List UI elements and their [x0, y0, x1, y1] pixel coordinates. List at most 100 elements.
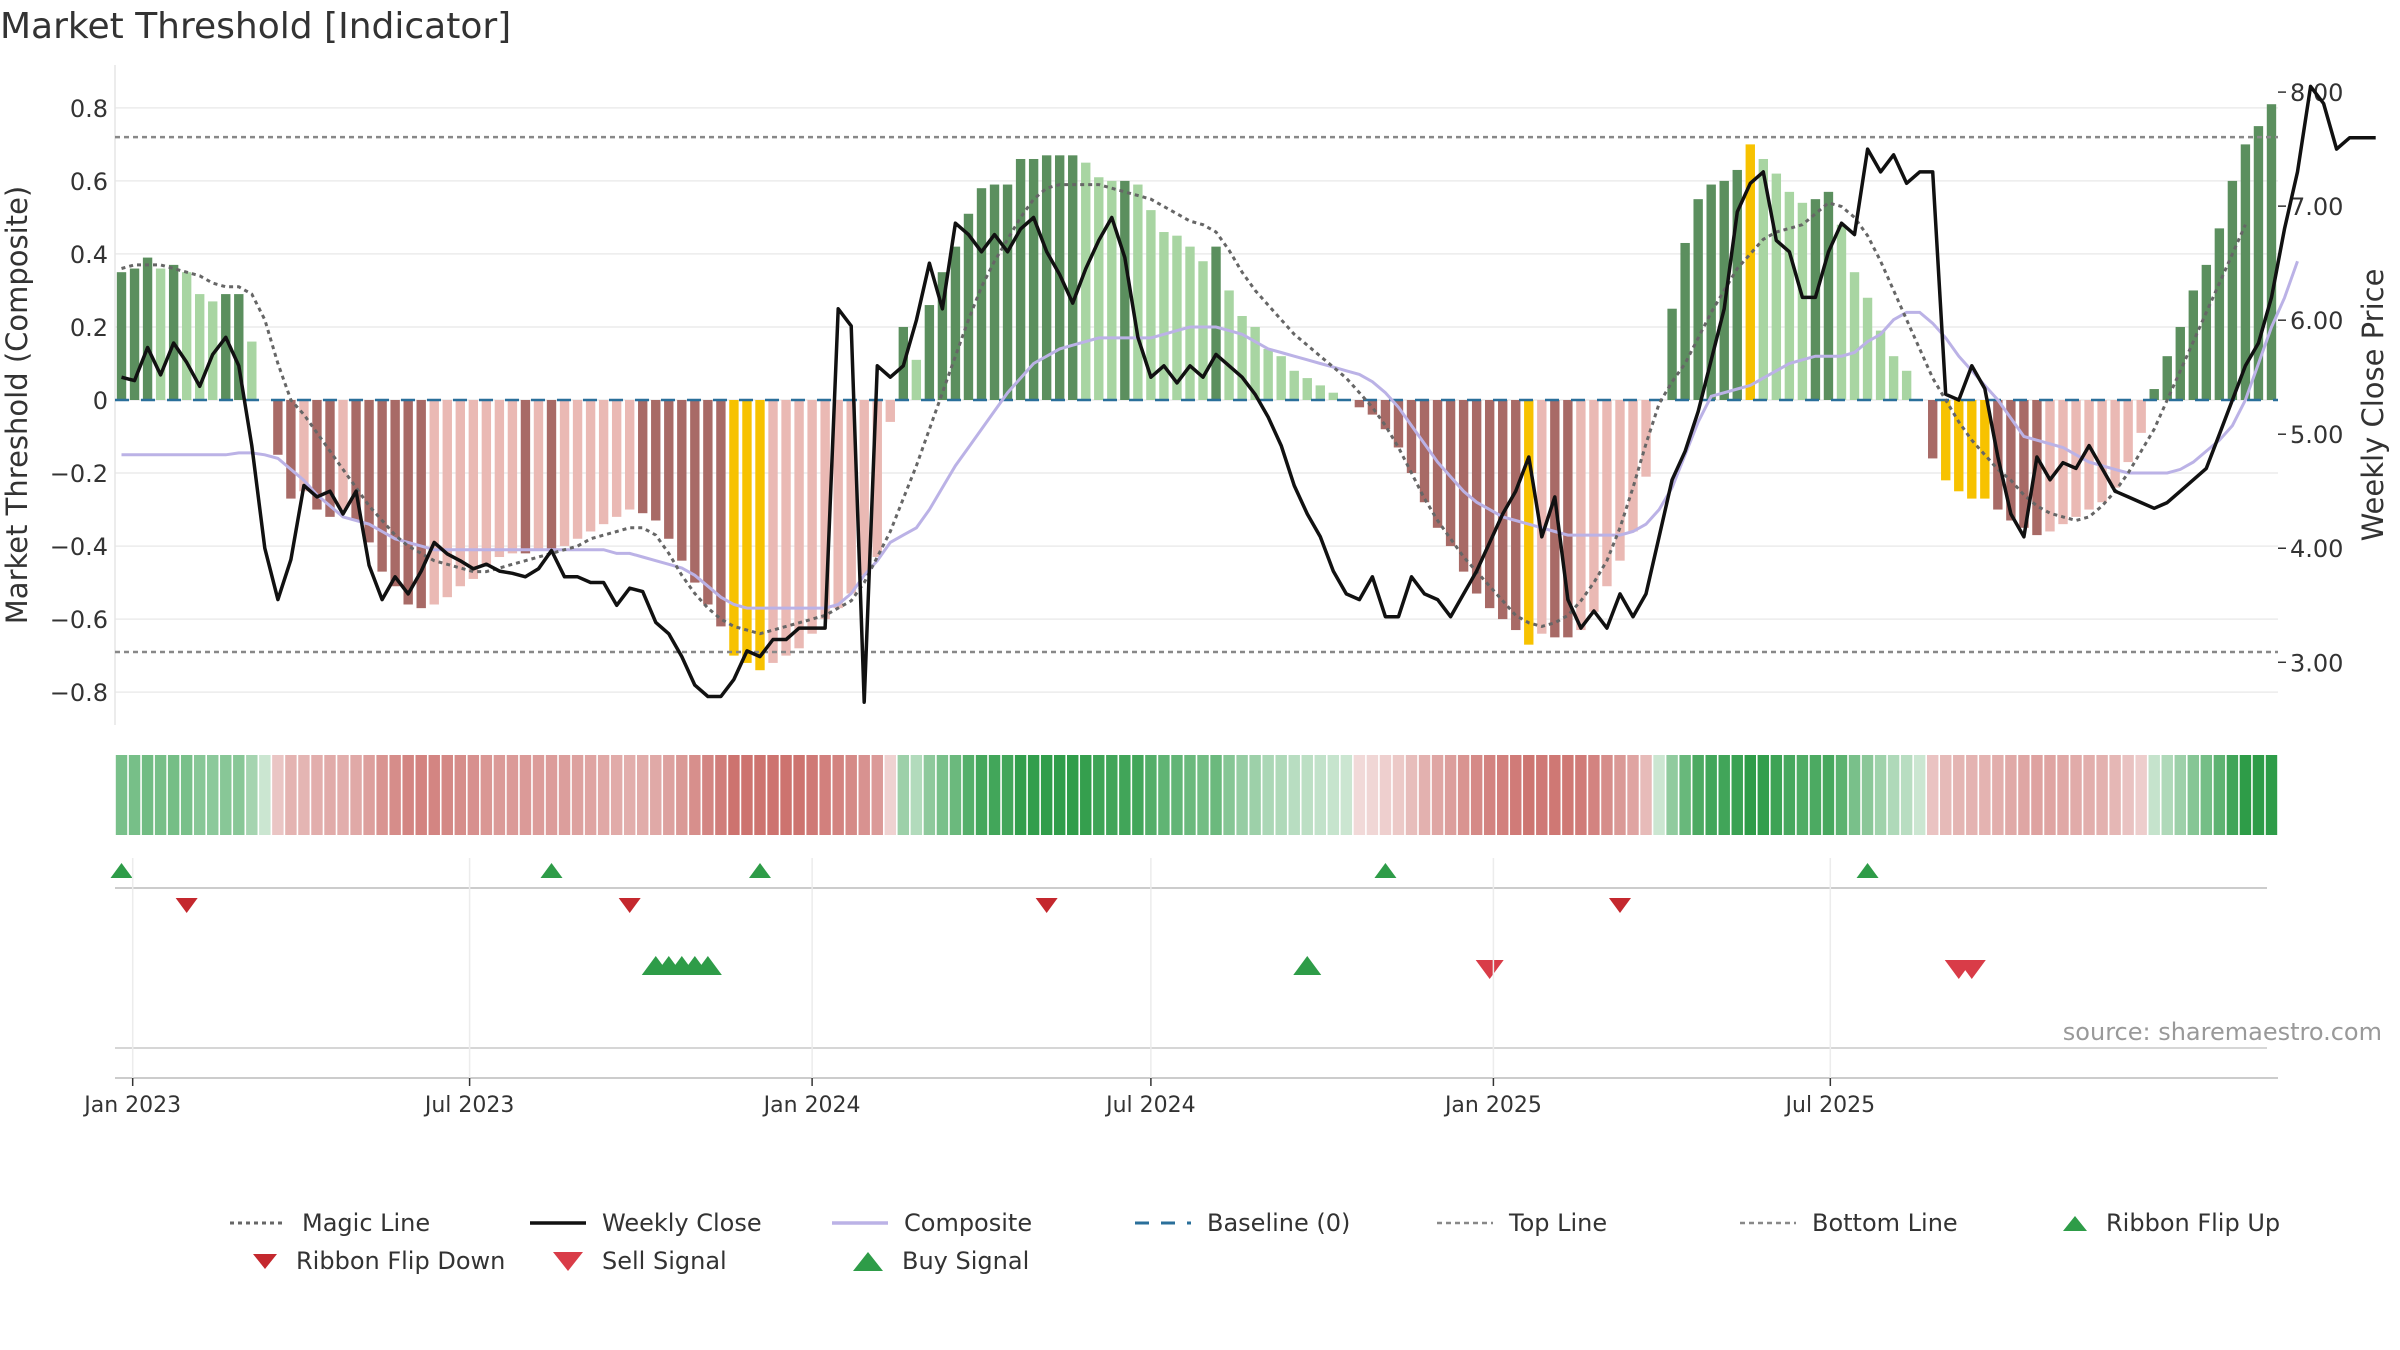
composite-bar — [312, 400, 322, 510]
ribbon-cell — [2213, 755, 2226, 835]
ribbon-cell — [1145, 755, 1157, 835]
ribbon-cell — [350, 755, 362, 835]
ribbon-cell — [207, 755, 219, 835]
composite-bar — [325, 400, 335, 517]
composite-bar — [1901, 370, 1912, 400]
composite-bar — [1015, 158, 1026, 400]
ribbon-cell — [1014, 755, 1027, 835]
ribbon-cell — [1066, 755, 1079, 835]
ribbon-cell — [1431, 755, 1444, 835]
composite-bar — [1133, 184, 1143, 400]
composite-bar — [1172, 235, 1182, 400]
legend-item-top-line: Top Line — [1437, 1205, 1607, 1241]
ribbon-cell — [246, 755, 258, 835]
left-axis-grid — [114, 65, 2278, 725]
composite-bar — [1589, 400, 1599, 612]
legend-label: Magic Line — [302, 1209, 431, 1237]
x-tick-label: Jan 2023 — [82, 1093, 181, 1118]
ribbon-cell — [467, 755, 480, 835]
ribbon-cell — [806, 755, 818, 835]
composite-bar — [846, 400, 856, 594]
ribbon-cell — [728, 755, 740, 835]
ribbon-flip-up-marker — [1856, 863, 1879, 878]
ribbon-cell — [1496, 755, 1509, 835]
y-tick-label-left: 0.4 — [70, 241, 108, 269]
ribbon-cell — [1757, 755, 1770, 835]
ribbon-cell — [1223, 755, 1235, 835]
composite-bar — [651, 400, 661, 521]
ribbon-cell — [1392, 755, 1405, 835]
ribbon-cell — [1106, 755, 1118, 835]
y-tick-label-right: 5.00 — [2290, 421, 2343, 449]
legend-item-ribbon-flip-down: Ribbon Flip Down — [250, 1243, 505, 1279]
ribbon-cell — [115, 755, 128, 835]
ribbon-cell — [2096, 755, 2108, 835]
ribbon-cell — [1744, 755, 1756, 835]
composite-bar — [2188, 290, 2198, 400]
composite-bar — [429, 400, 439, 605]
ribbon-flip-up-marker — [110, 863, 133, 878]
ribbon-cell — [571, 755, 584, 835]
ribbon-cell — [506, 755, 519, 835]
legend-swatch-magic — [230, 1221, 286, 1225]
ribbon-cell — [180, 755, 193, 835]
legend-item-ribbon-flip-up: Ribbon Flip Up — [2060, 1205, 2280, 1241]
composite-bar — [286, 400, 296, 499]
composite-bar — [1068, 155, 1078, 400]
ribbon-cell — [220, 755, 232, 835]
ribbon-cell — [259, 755, 271, 835]
composite-bar — [677, 400, 687, 561]
legend-swatch-bottom — [1740, 1221, 1796, 1225]
composite-bar — [416, 400, 426, 609]
series-lines — [121, 84, 2376, 704]
ribbon-cell — [441, 755, 453, 835]
composite-bar — [299, 400, 309, 492]
legend-label: Buy Signal — [902, 1247, 1030, 1275]
ribbon-cell — [1444, 755, 1457, 835]
ribbon-cell — [454, 755, 467, 835]
ribbon-cell — [402, 755, 414, 835]
composite-bar — [1211, 246, 1221, 400]
composite-bar — [155, 268, 166, 400]
composite-bar — [468, 400, 479, 579]
ribbon-cell — [298, 755, 310, 835]
composite-bar — [690, 400, 700, 583]
ribbon-cell — [1314, 755, 1327, 835]
signal-panel — [115, 956, 2267, 1049]
ribbon-cell — [376, 755, 388, 835]
composite-bar — [755, 400, 765, 671]
composite-bar — [1563, 400, 1573, 638]
composite-bar — [351, 400, 361, 521]
ribbon-cell — [2070, 755, 2082, 835]
ribbon-cell — [858, 755, 870, 835]
legend-item-composite: Composite — [832, 1205, 1032, 1241]
ribbon-cell — [1653, 755, 1665, 835]
ribbon-cell — [1588, 755, 1600, 835]
composite-bar — [1198, 261, 1208, 400]
ribbon-cell — [2252, 755, 2265, 835]
composite-bar — [1550, 400, 1560, 638]
composite-bar — [2266, 104, 2277, 400]
composite-bar — [129, 268, 140, 400]
composite-bar — [377, 400, 387, 572]
y-tick-label-left: 0.6 — [70, 168, 108, 196]
composite-bar — [1237, 316, 1247, 400]
ribbon-cell — [1249, 755, 1261, 835]
y-axis-label-right: Weekly Close Price — [2356, 269, 2390, 542]
y-tick-label-left: −0.2 — [50, 460, 108, 488]
composite-bar — [1797, 202, 1808, 400]
legend-label: Ribbon Flip Down — [296, 1247, 506, 1275]
ribbon-cell — [2057, 755, 2069, 835]
ribbon-cell — [871, 755, 883, 835]
composite-bar — [1784, 191, 1795, 400]
ribbon-cell — [1001, 755, 1014, 835]
left-axis-ticks: 0.8 0.6 0.4 0.2 0 −0.2 −0.4 −0.6 −0.8 — [50, 95, 108, 707]
strength-ribbon — [115, 755, 2278, 835]
ribbon-cell — [2200, 755, 2213, 835]
ribbon-cell — [2109, 755, 2121, 835]
ribbon-cell — [167, 755, 180, 835]
ribbon-flip-up-marker — [748, 863, 771, 878]
composite-bar — [1628, 400, 1638, 532]
composite-bar — [234, 294, 244, 400]
composite-bar — [1406, 400, 1417, 474]
